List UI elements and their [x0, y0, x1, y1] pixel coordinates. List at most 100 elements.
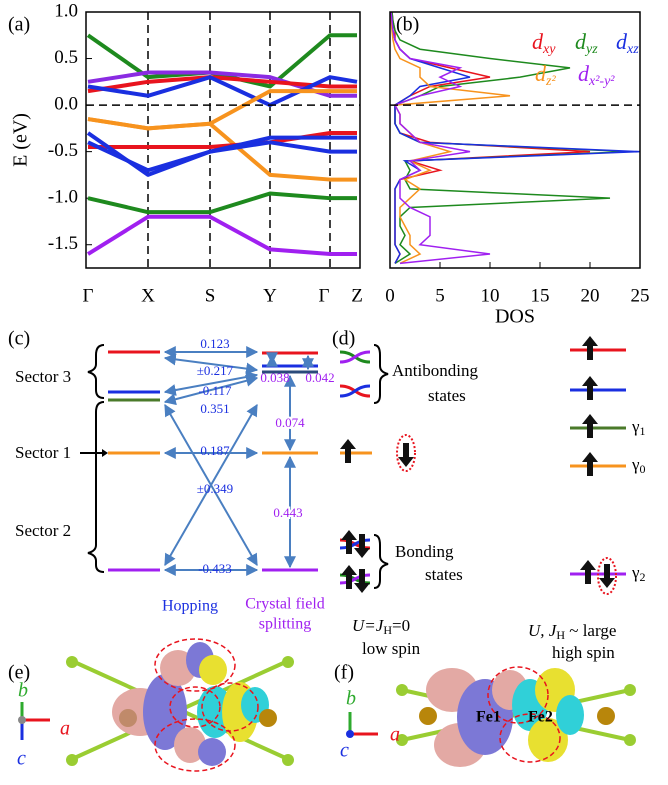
legend-entry: dxy — [532, 29, 556, 57]
x-tick-label: S — [205, 285, 216, 306]
crystal-field-value: 0.074 — [275, 415, 305, 430]
text: U, J — [528, 621, 558, 640]
atom-label: Fe2 — [528, 709, 553, 726]
hopping-value: 0.187 — [200, 443, 230, 458]
orbital-lobe — [556, 695, 584, 735]
spin-up — [582, 376, 598, 400]
y-tick-label: -0.5 — [48, 140, 78, 161]
x-tick-label: X — [141, 285, 155, 306]
antibonding-label: Antibonding — [392, 361, 478, 380]
text: H — [556, 628, 565, 642]
panel-label: (d) — [332, 328, 355, 350]
text: =J — [364, 616, 384, 635]
text: 2 — [640, 570, 646, 584]
brace — [374, 535, 388, 588]
x-tick-label: Γ — [83, 285, 94, 306]
low-spin-label: low spin — [362, 639, 421, 658]
orbital-lobe — [198, 738, 226, 766]
crystal-field-value: 0.443 — [273, 505, 302, 520]
panel-d-text: Antibonding states Bonding states U=JH=0… — [352, 361, 646, 662]
y-axis-label: E (eV) — [10, 113, 32, 167]
x-tick-label: 25 — [631, 285, 650, 306]
x-tick-label: Γ — [319, 285, 330, 306]
high-spin-label: U, JH ~ large — [528, 621, 616, 642]
hopping-value: 0.351 — [200, 401, 229, 416]
crystal-field-value: 0.042 — [305, 370, 334, 385]
gamma-label: γ2 — [631, 563, 646, 584]
spin-up — [582, 336, 598, 360]
axis-origin — [346, 730, 354, 738]
legend-entry: dx²-y² — [578, 61, 615, 89]
pointer — [102, 449, 108, 457]
bands — [88, 35, 357, 254]
text: ~ large — [565, 621, 616, 640]
band — [88, 133, 357, 175]
x-tick-label: Y — [263, 285, 277, 306]
atom — [259, 709, 277, 727]
spin-up — [341, 565, 357, 589]
axis-origin — [18, 716, 26, 724]
hopping-value: -0.117 — [198, 383, 232, 398]
hopping-value: ±0.217 — [197, 363, 234, 378]
legend-entry: dxz — [616, 29, 639, 57]
panel-f: (f) Fe1 Fe2 b a c — [334, 662, 636, 767]
y-tick-label: -1.0 — [48, 187, 78, 208]
legend-text: z² — [545, 74, 556, 89]
x-tick-label: 20 — [581, 285, 600, 306]
axis-label: c — [340, 740, 349, 762]
panel-d: (d) — [332, 328, 626, 594]
crystal-field-label: Crystal field — [245, 596, 325, 613]
band — [88, 217, 357, 254]
sector-label: Sector 3 — [15, 367, 71, 386]
antibonding-label: states — [428, 386, 466, 405]
y-tick-label: 0.5 — [54, 47, 78, 68]
figure: (a)E (eV)-1.5-1.0-0.50.00.51.0ΓXSYΓZ (b)… — [0, 0, 668, 785]
legend-text: xz — [626, 42, 639, 57]
orbital-lobe — [199, 655, 227, 685]
x-tick-label: 0 — [385, 285, 395, 306]
x-tick-label: 15 — [531, 285, 550, 306]
y-tick-label: 1.0 — [54, 0, 78, 21]
atom — [597, 707, 615, 725]
legend-text: yz — [584, 42, 598, 57]
spin-up — [582, 452, 598, 476]
sector-label: Sector 2 — [15, 521, 71, 540]
text: =0 — [392, 616, 410, 635]
text: 1 — [640, 424, 646, 438]
dos-curve — [391, 12, 490, 263]
x-tick-label: Z — [351, 285, 363, 306]
high-spin-label: high spin — [552, 643, 615, 662]
atom-label: Fe1 — [476, 709, 501, 726]
hopping-value: ±0.349 — [197, 481, 233, 496]
axis-label: b — [346, 688, 356, 710]
hopping-value: -0.433 — [198, 561, 232, 576]
gamma-label: γ0 — [631, 455, 646, 476]
panel-label: (a) — [8, 14, 30, 36]
legend-text: x²-y² — [588, 74, 615, 89]
x-axis-label: DOS — [495, 306, 535, 328]
x-tick-label: 10 — [481, 285, 500, 306]
legend-entry: dyz — [575, 29, 598, 57]
atom — [119, 709, 137, 727]
band — [88, 91, 357, 128]
crystal-field-value: 0.038 — [260, 370, 289, 385]
bonding-label: Bonding — [395, 542, 454, 561]
low-spin-label: U=JH=0 — [352, 616, 410, 637]
bonding-label: states — [425, 565, 463, 584]
legend-text: xy — [542, 42, 556, 57]
hopping-value: 0.123 — [200, 336, 229, 351]
spin-down — [398, 443, 414, 467]
hopping-label: Hopping — [162, 598, 218, 615]
axis-label: a — [390, 724, 400, 746]
panel-label: (b) — [396, 14, 419, 36]
y-tick-label: 0.0 — [54, 93, 78, 114]
spin-up — [582, 414, 598, 438]
spin-up — [340, 439, 356, 463]
sector-label: Sector 1 — [15, 443, 71, 462]
atom — [419, 707, 437, 725]
y-tick-label: -1.5 — [48, 233, 78, 254]
brace — [88, 345, 104, 398]
axis-label: c — [17, 748, 26, 770]
